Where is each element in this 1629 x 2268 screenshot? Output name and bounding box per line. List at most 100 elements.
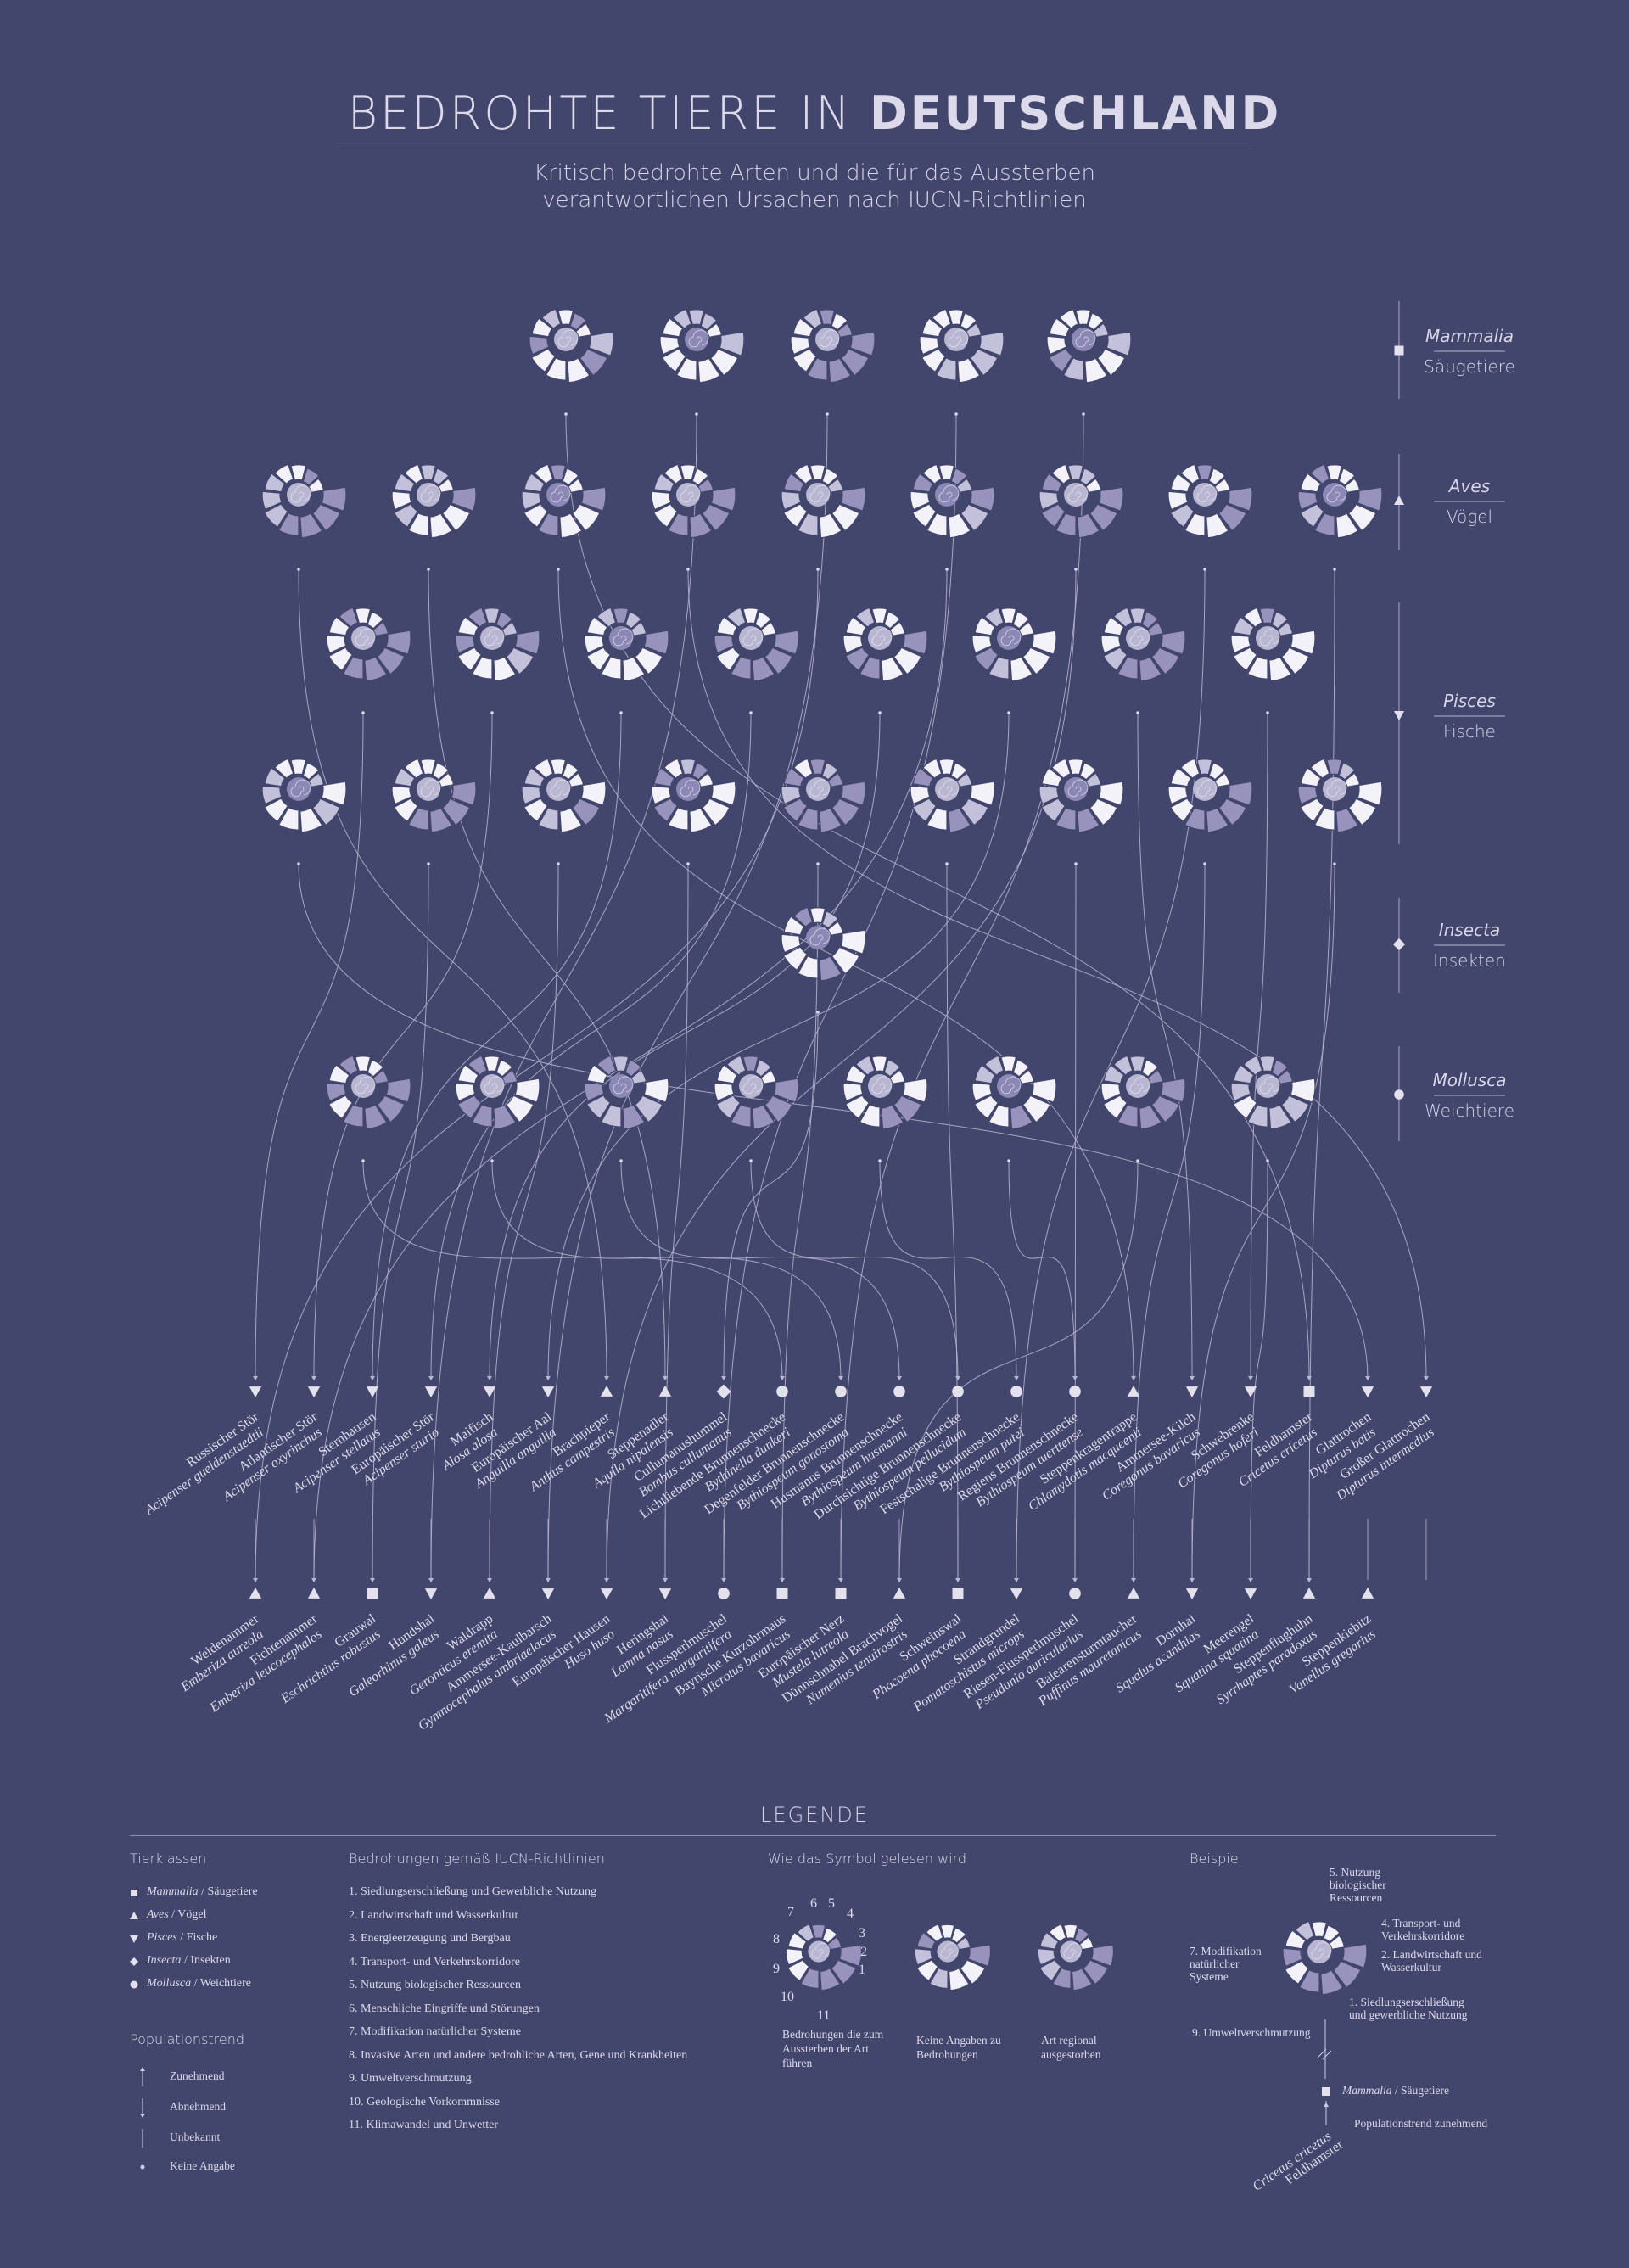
- arrow-icon: [253, 1578, 258, 1582]
- connection-line: [723, 1011, 819, 1380]
- arrow-icon: [370, 1376, 375, 1380]
- glyph-anchor-dot: [954, 412, 958, 416]
- arrow-icon: [721, 1578, 726, 1582]
- connection-line: [547, 712, 1010, 1380]
- arrow-icon: [663, 1578, 668, 1582]
- threat-number: 9: [773, 1962, 780, 1976]
- glyph-anchor-dot: [749, 1159, 753, 1162]
- example-label-2: 2. Landwirtschaft und Wasserkultur: [1381, 1948, 1482, 1974]
- example-label-7: 7. Modifikation natürlicher Systeme: [1190, 1945, 1262, 1983]
- connection-line: [489, 863, 559, 1582]
- class-latin-label: Insecta: [1439, 920, 1500, 940]
- triangle-up-icon: [1127, 1587, 1140, 1599]
- connection-line: [664, 863, 689, 1582]
- species-glyph: [1297, 758, 1383, 833]
- species-glyph: [326, 1055, 411, 1130]
- arrow-icon: [1131, 1376, 1136, 1380]
- threat-item: 2. Landwirtschaft und Wasserkultur: [349, 1908, 519, 1922]
- trend-decreasing: Abnehmend: [170, 2100, 226, 2113]
- arrow-icon: [897, 1578, 902, 1582]
- triangle-down-icon: [1185, 1386, 1199, 1398]
- legend-classes-list: Mammalia / Säugetiere Aves / Vögel Pisce…: [130, 1880, 258, 1995]
- species-glyph: [842, 1055, 928, 1130]
- triangle-up-icon: [658, 1385, 672, 1397]
- class-german-label: Insekten: [1433, 950, 1506, 971]
- arrow-down-icon: [140, 2114, 145, 2118]
- arrow-icon: [311, 1376, 316, 1380]
- glyph-anchor-dot: [1074, 568, 1078, 571]
- connection-line: [1008, 1160, 1076, 1380]
- glyph-anchor-dot: [297, 568, 300, 571]
- glyph-anchor-dot: [945, 568, 949, 571]
- species-glyph: [1100, 1055, 1186, 1130]
- arrow-icon: [1072, 1376, 1078, 1380]
- circle-icon: [718, 1588, 730, 1599]
- species-glyph: [326, 607, 411, 682]
- arrow-icon: [428, 1578, 434, 1582]
- class-german-label: Weichtiere: [1425, 1100, 1514, 1121]
- glyph-anchor-dot: [557, 568, 560, 571]
- subtitle-line-2: verantwortlichen Ursachen nach IUCN-Rich…: [542, 188, 1087, 213]
- connection-line: [428, 568, 666, 1380]
- read-glyph-no-data: [914, 1924, 991, 1991]
- connection-line: [1250, 1160, 1268, 1582]
- connection-line: [372, 712, 622, 1380]
- example-trend: Populationstrend zunehmend: [1354, 2117, 1488, 2130]
- glyph-anchor-dot: [297, 862, 300, 865]
- glyph-anchor-dot: [361, 711, 365, 714]
- read-caption-3: Art regional ausgestorben: [1041, 2034, 1101, 2061]
- arrow-icon: [1248, 1578, 1253, 1582]
- triangle-down-icon: [424, 1588, 438, 1600]
- legend-class-mollusca: Mollusca / Weichtiere: [130, 1972, 258, 1995]
- class-sidebar: Mammalia Säugetiere Aves Vögel Pisces Fische I…: [1392, 301, 1515, 1141]
- legend-threats-heading: Bedrohungen gemäß IUCN-Richtlinien: [349, 1851, 605, 1867]
- connection-line: [430, 413, 697, 1582]
- connection-line: [840, 413, 1084, 1582]
- triangle-down-icon: [1185, 1588, 1199, 1600]
- arrow-icon: [1131, 1578, 1136, 1582]
- threat-item: 8. Invasive Arten und andere bedrohliche…: [349, 2048, 688, 2062]
- species-glyph: [1167, 758, 1253, 833]
- arrow-icon: [1365, 1376, 1370, 1380]
- species-glyph: [1167, 463, 1253, 539]
- species-labels: Russischer StörAcipenser gueldenstaedtii…: [142, 1384, 1437, 1733]
- glyph-anchor-dot: [816, 1011, 820, 1014]
- arrow-icon: [487, 1376, 492, 1380]
- example-break: [1322, 2050, 1332, 2060]
- glyph-anchor-dot: [1136, 1159, 1139, 1162]
- glyph-anchor-dot: [427, 862, 430, 865]
- threat-number: 2: [860, 1945, 867, 1959]
- species-glyph: [1046, 308, 1132, 384]
- trend-none: Keine Angabe: [170, 2159, 235, 2172]
- glyph-anchor-dot: [619, 711, 623, 714]
- circle-icon: [130, 1980, 138, 1988]
- arrow-icon: [955, 1376, 960, 1380]
- species-glyph: [1100, 607, 1186, 682]
- class-german-label: Säugetiere: [1424, 356, 1515, 377]
- species-glyph: [1297, 463, 1383, 539]
- connection-line: [1191, 863, 1335, 1582]
- species-glyph: [714, 1055, 799, 1130]
- threat-item: 6. Menschliche Eingriffe und Störungen: [349, 2002, 540, 2015]
- class-german-label: Vögel: [1447, 507, 1492, 527]
- triangle-down-icon: [249, 1386, 262, 1398]
- arrow-icon: [1014, 1578, 1019, 1582]
- species-glyph: [651, 758, 736, 833]
- glyph-anchor-dot: [619, 1159, 623, 1162]
- circle-icon: [1010, 1386, 1022, 1397]
- triangle-up-icon: [307, 1587, 321, 1599]
- glyph-anchor-dot: [816, 568, 820, 571]
- species-glyph: [529, 308, 614, 384]
- species-glyph: [651, 463, 736, 539]
- arrow-icon: [370, 1578, 375, 1582]
- diamond-icon: [1392, 938, 1406, 951]
- legend-divider: [130, 1835, 1496, 1836]
- threat-number: 6: [810, 1896, 817, 1911]
- read-glyph-extinct: [1037, 1924, 1114, 1991]
- glyph-anchor-dot: [427, 568, 430, 571]
- triangle-down-icon: [424, 1386, 438, 1398]
- connection-line: [879, 1160, 1017, 1380]
- connection-line: [313, 712, 493, 1380]
- diamond-icon: [716, 1384, 731, 1399]
- threat-number: 10: [781, 1990, 794, 2004]
